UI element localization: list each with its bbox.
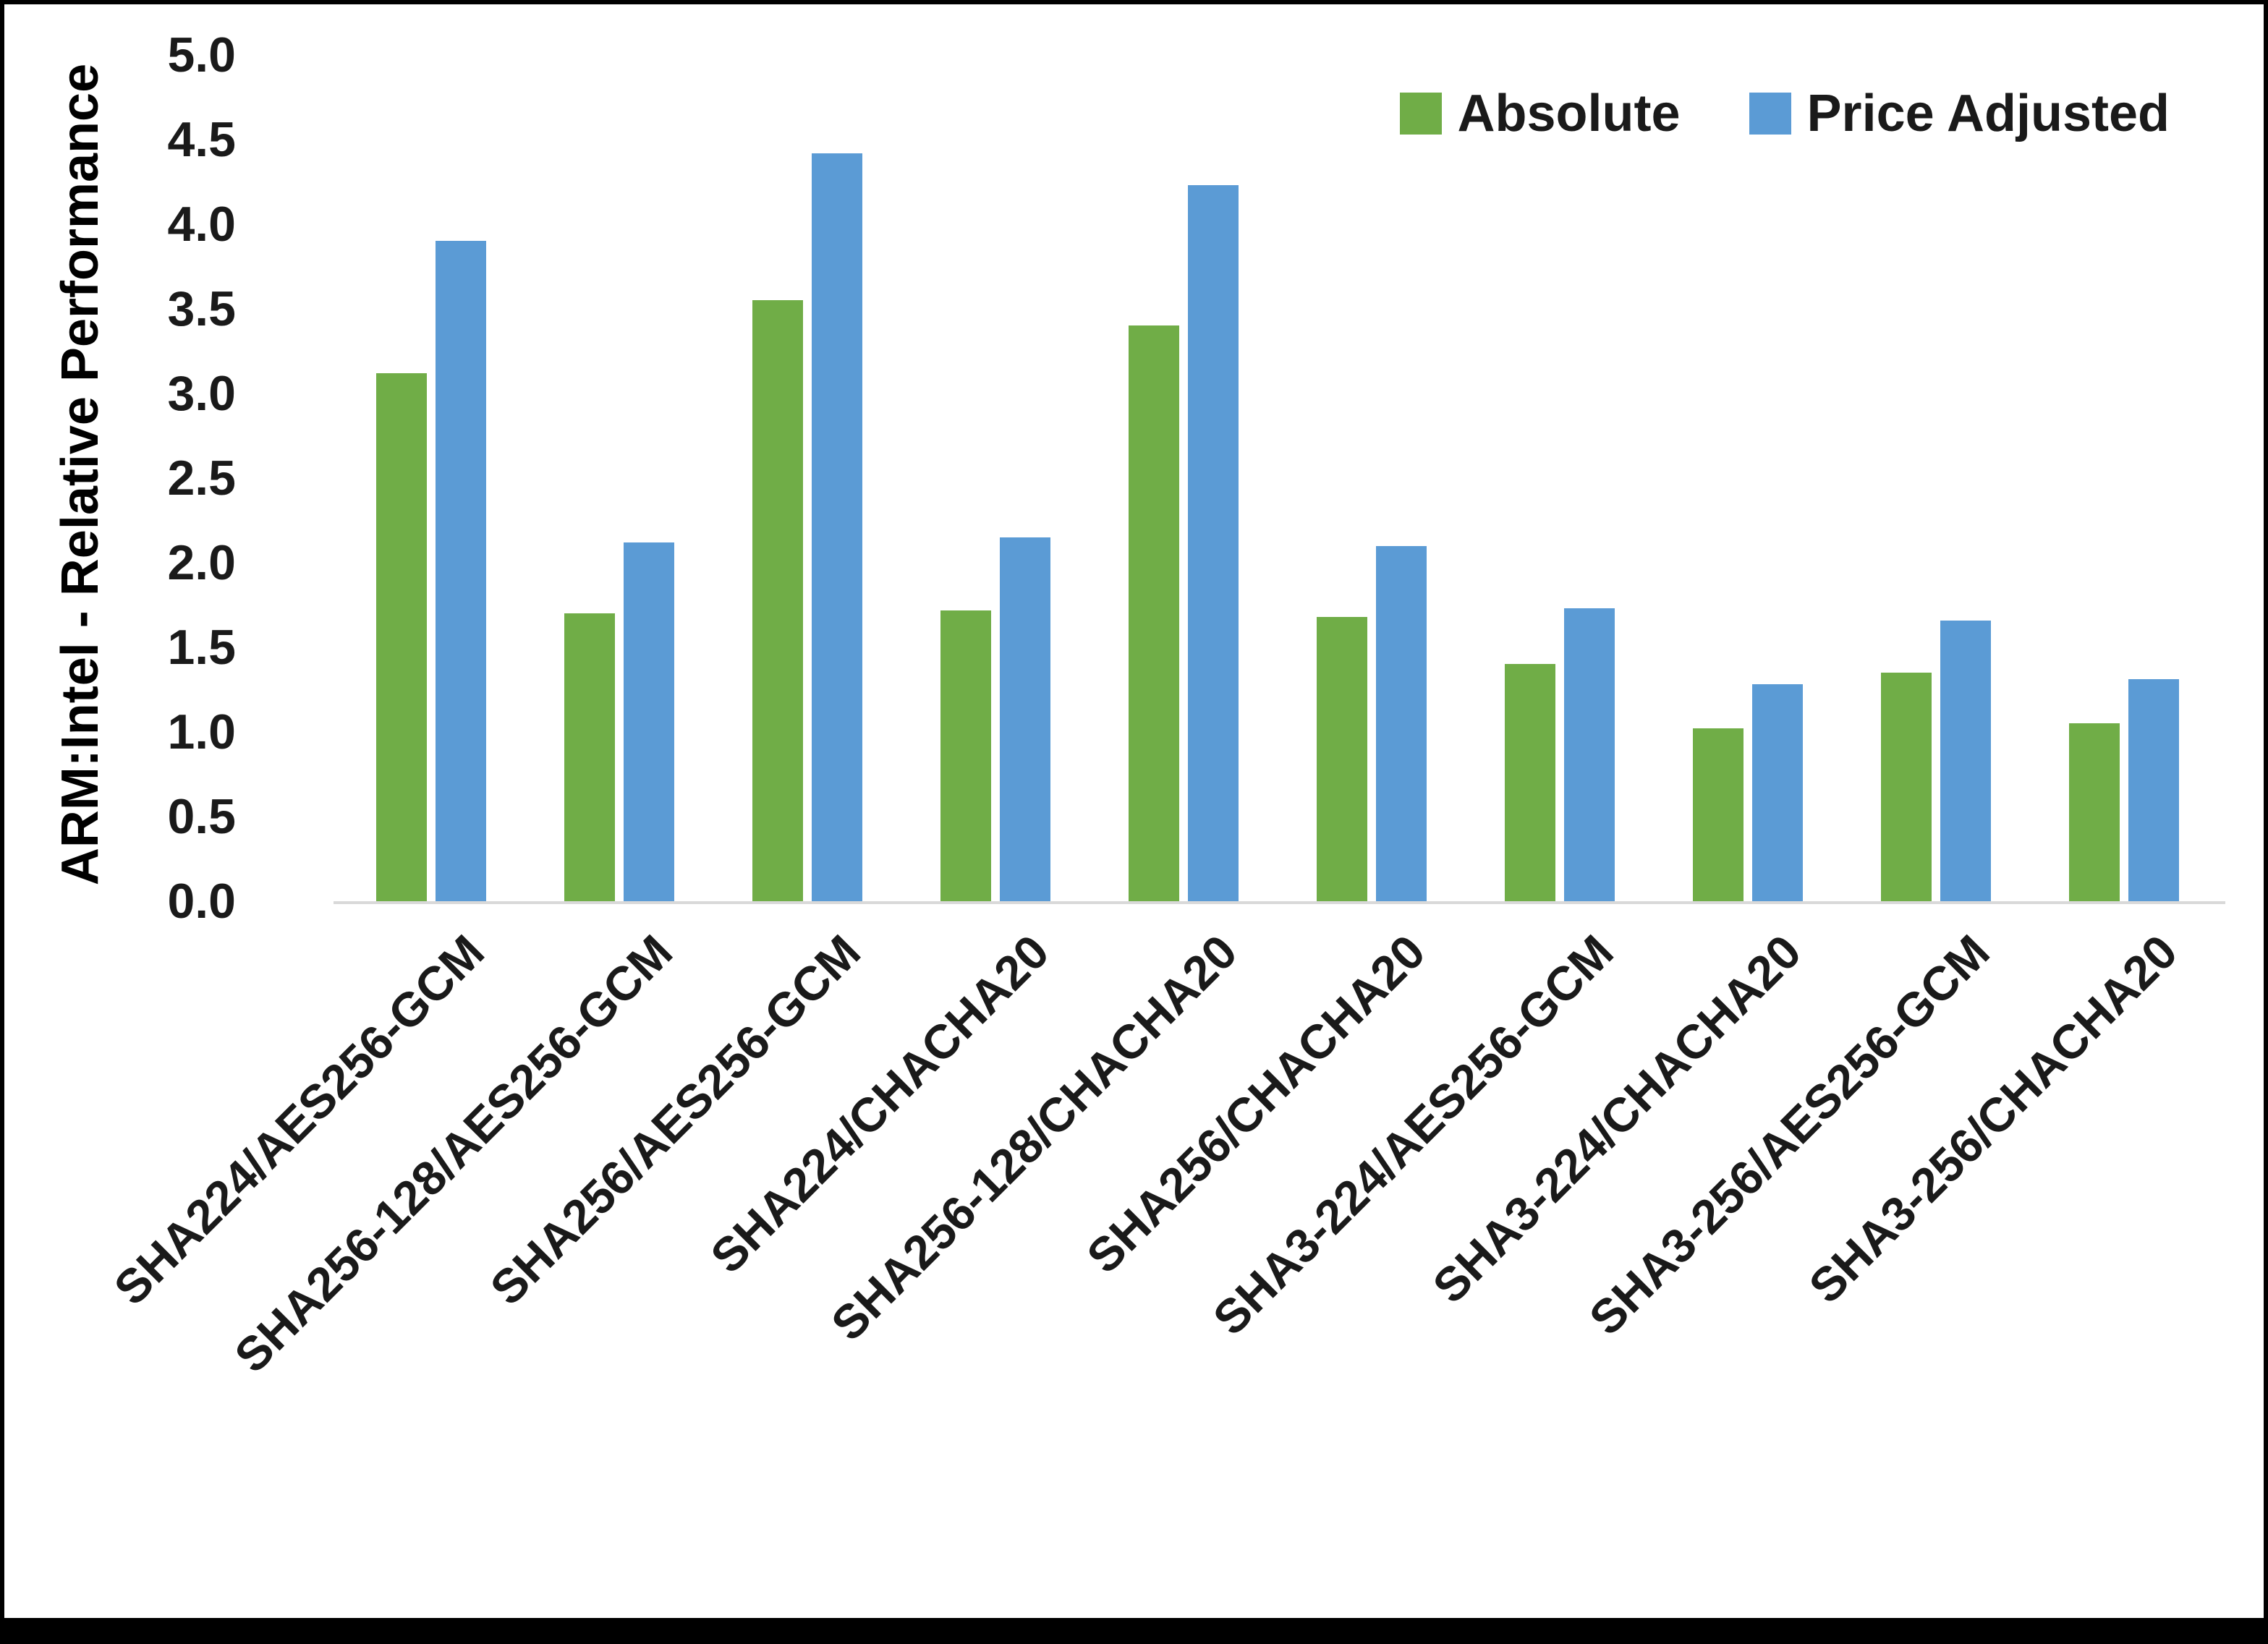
bar-price-adjusted [812,153,862,901]
legend-swatch-absolute [1399,93,1442,135]
y-tick-label: 5.0 [167,27,236,82]
legend-swatch-price-adjusted [1749,93,1791,135]
legend: Absolute Price Adjusted [1399,84,2170,143]
bar-price-adjusted [436,241,486,901]
bottom-border [4,1618,2264,1640]
x-axis-label: SHA256/AES256-GCM [480,924,871,1316]
bar-absolute [1317,616,1367,901]
bar-absolute [1505,664,1555,901]
bar-price-adjusted [1564,608,1615,901]
legend-item-absolute: Absolute [1399,84,1681,143]
y-tick-label: 1.0 [167,704,236,759]
x-axis-label: SHA224/CHACHA20 [700,924,1059,1283]
y-tick-label: 0.5 [167,789,236,844]
y-tick-label: 2.0 [167,535,236,590]
y-tick-label: 0.0 [167,874,236,929]
x-axis-label: SHA224/AES256-GCM [103,924,495,1316]
x-axis-label: SHA3-256/AES256-GCM [1579,924,2000,1345]
bar-price-adjusted [2128,679,2179,901]
bar-absolute [564,613,615,901]
bar-absolute [376,372,427,901]
bar-price-adjusted [1752,684,1803,901]
x-axis-line [334,901,2225,904]
x-axis-label: SHA3-224/CHACHA20 [1422,924,1812,1313]
bar-absolute [940,610,991,901]
bar-absolute [1129,325,1179,901]
bar-price-adjusted [1000,537,1050,901]
bar-absolute [1693,728,1744,901]
y-tick-label: 3.0 [167,366,236,421]
legend-item-price-adjusted: Price Adjusted [1749,84,2170,143]
y-tick-label: 3.5 [167,281,236,336]
x-axis-label: SHA256-128/CHACHA20 [820,924,1247,1351]
legend-label-price-adjusted: Price Adjusted [1806,85,2170,142]
legend-label-absolute: Absolute [1457,85,1681,142]
bar-price-adjusted [1188,185,1239,901]
bar-price-adjusted [1376,545,1427,901]
bar-absolute [752,300,803,901]
y-tick-label: 2.5 [167,451,236,506]
bar-price-adjusted [624,542,674,901]
bar-price-adjusted [1940,620,1991,901]
y-tick-label: 4.5 [167,112,236,167]
x-axis-label: SHA256/CHACHA20 [1076,924,1435,1283]
x-axis-label: SHA3-224/AES256-GCM [1202,924,1623,1345]
y-tick-label: 1.5 [167,620,236,675]
x-axis-label: SHA3-256/CHACHA20 [1798,924,2188,1313]
bar-absolute [1881,673,1932,901]
y-tick-label: 4.0 [167,197,236,252]
bar-absolute [2069,723,2120,901]
